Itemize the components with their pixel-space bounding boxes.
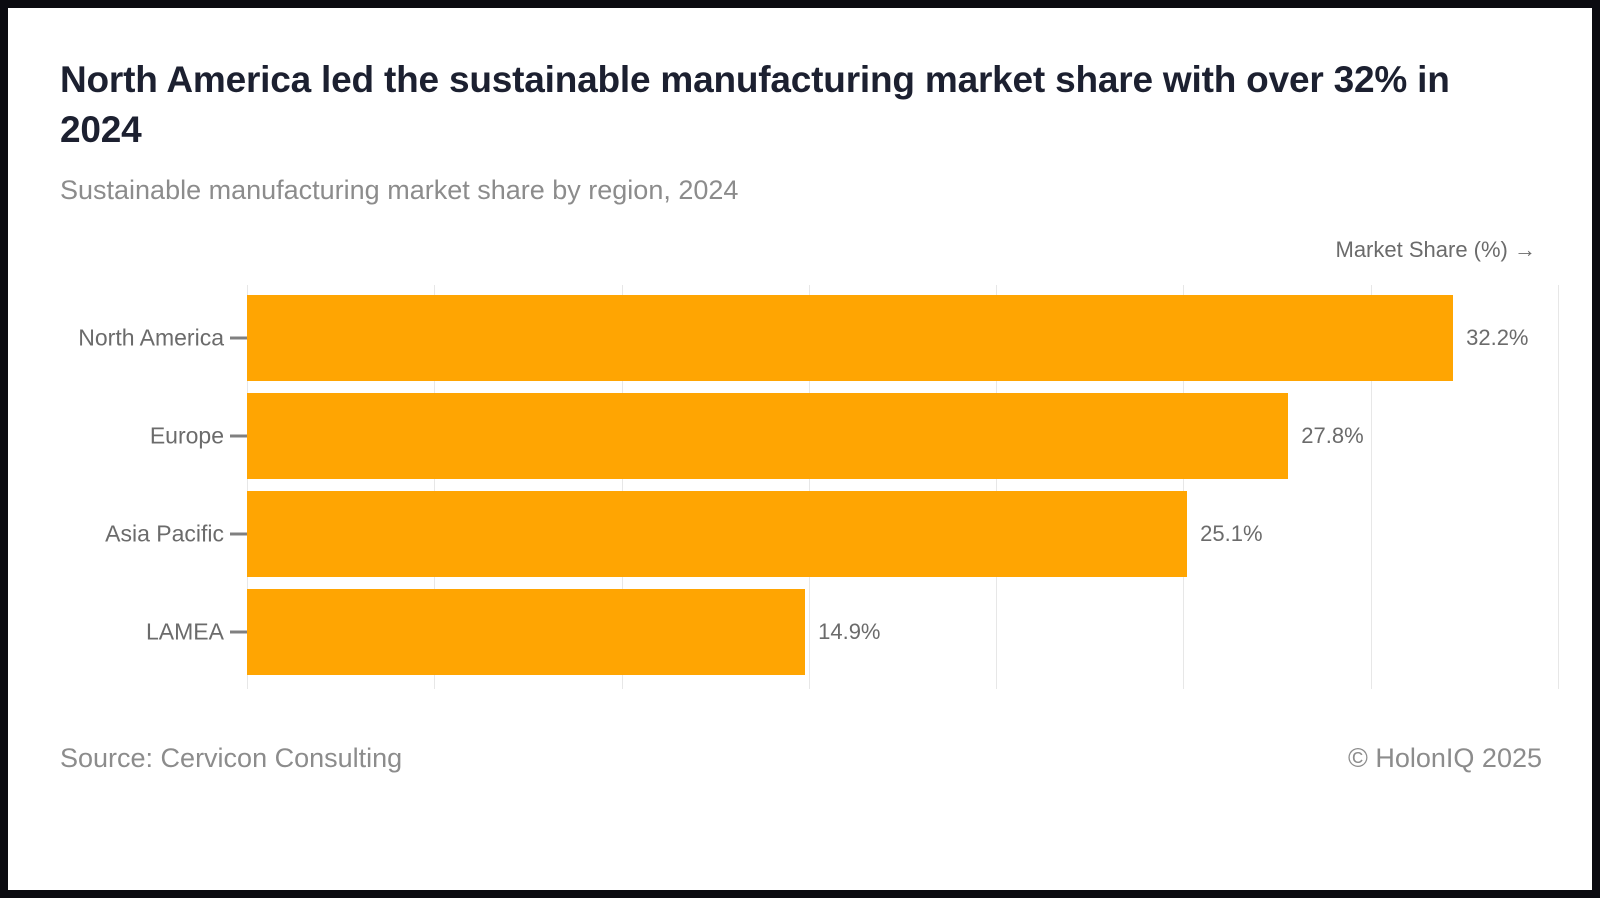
bar-chart: North America 32.2% Europe 27.8% Asia Pa… [78, 285, 1559, 689]
gridline [434, 285, 436, 689]
gridline [1558, 285, 1559, 689]
bar-row: Asia Pacific 25.1% [105, 491, 1558, 577]
chart-subtitle: Sustainable manufacturing market share b… [60, 175, 739, 205]
category-tick-mark [230, 630, 247, 634]
bar[interactable] [247, 589, 806, 675]
category-tick-mark [230, 434, 247, 438]
value-label: 32.2% [1466, 325, 1529, 350]
category-label: North America [78, 324, 224, 351]
bar-row: LAMEA 14.9% [146, 589, 1558, 675]
bar[interactable] [247, 491, 1188, 577]
category-tick-mark [230, 532, 247, 536]
gridline [996, 285, 998, 689]
source-note: Source: Cervicon Consulting [60, 743, 403, 773]
chart-title: North America led the sustainable manufa… [60, 59, 1450, 150]
bar-row: Europe 27.8% [150, 393, 1558, 479]
category-label: Europe [149, 422, 224, 449]
value-label: 25.1% [1200, 521, 1263, 546]
value-label: 14.9% [818, 619, 881, 644]
gridline [247, 285, 248, 689]
bar[interactable] [247, 295, 1454, 381]
gridline [808, 285, 810, 689]
x-axis-title: Market Share (%) → [1335, 237, 1537, 262]
copyright-note: © HolonIQ 2025 [1347, 743, 1542, 773]
bar-row: North America 32.2% [78, 295, 1558, 381]
category-tick-mark [230, 336, 247, 340]
category-label: LAMEA [146, 618, 224, 645]
gridline [1183, 285, 1185, 689]
gridline [621, 285, 623, 689]
value-label: 27.8% [1301, 423, 1364, 448]
gridline [1370, 285, 1372, 689]
bar[interactable] [247, 393, 1289, 479]
category-label: Asia Pacific [105, 520, 224, 547]
